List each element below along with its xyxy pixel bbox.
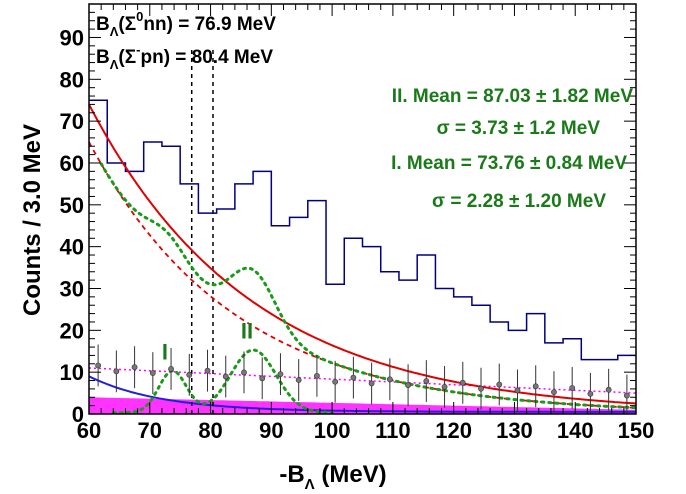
peak-label-II: II xyxy=(241,319,253,344)
data-marker xyxy=(332,378,339,385)
y-axis-title: Counts / 3.0 MeV xyxy=(19,124,46,316)
fit-curves: III xyxy=(88,103,637,415)
threshold2-annotation: BΛ(Σ-pn) = 80.4 MeV xyxy=(96,42,273,72)
data-marker xyxy=(405,382,411,389)
data-marker xyxy=(569,385,576,391)
axis-ticks xyxy=(88,3,637,415)
data-marker xyxy=(131,364,138,371)
x-tick-label: 70 xyxy=(138,418,162,443)
data-marker xyxy=(149,370,156,376)
data-marker xyxy=(95,362,102,369)
data-marker xyxy=(314,372,320,379)
x-tick-label: 140 xyxy=(557,418,594,443)
x-tick-label: 130 xyxy=(496,418,533,443)
x-tick-label: 100 xyxy=(314,418,351,443)
y-tick-label: 40 xyxy=(60,235,84,260)
x-tick-label: 90 xyxy=(259,418,283,443)
data-marker xyxy=(623,392,630,399)
data-marker xyxy=(532,383,539,390)
y-tick-label: 10 xyxy=(60,360,84,385)
data-marker xyxy=(587,390,594,397)
plot-frame xyxy=(88,3,637,415)
data-marker xyxy=(295,377,302,383)
data-marker xyxy=(441,384,448,390)
y-tick-label: 80 xyxy=(60,67,84,92)
magenta-dotted-line xyxy=(88,367,637,394)
data-markers xyxy=(95,344,630,414)
y-tick-label: 50 xyxy=(60,193,84,218)
x-tick-label: 120 xyxy=(435,418,472,443)
background-fit-solid xyxy=(88,103,637,405)
peak1-mean-annotation: I. Mean = 73.76 ± 0.84 MeV xyxy=(391,153,627,174)
y-tick-label: 90 xyxy=(60,25,84,50)
data-marker xyxy=(186,371,193,378)
data-marker xyxy=(259,375,266,382)
y-tick-label: 30 xyxy=(60,276,84,301)
y-tick-label: 20 xyxy=(60,318,84,343)
total-fit-curve xyxy=(99,162,637,410)
data-marker xyxy=(222,373,229,380)
data-marker xyxy=(551,389,557,396)
data-marker xyxy=(478,385,484,392)
x-tick-label: 110 xyxy=(375,418,411,443)
blue-curve xyxy=(88,375,636,413)
data-marker xyxy=(241,369,247,376)
y-tick-label: 60 xyxy=(60,151,84,176)
x-tick-label: 150 xyxy=(618,418,655,443)
peak2-mean-annotation: II. Mean = 87.03 ± 1.82 MeV xyxy=(392,86,634,107)
peak-label-I: I xyxy=(162,340,168,365)
histogram-outline xyxy=(89,99,636,361)
peak2-sigma-annotation: σ = 3.73 ± 1.2 MeV xyxy=(437,118,601,139)
peak1-sigma-annotation: σ = 2.28 ± 1.20 MeV xyxy=(432,191,606,212)
data-marker xyxy=(423,378,430,384)
x-axis-title: -BΛ (MeV) xyxy=(279,461,386,493)
data-marker xyxy=(168,366,174,372)
x-tick-label: 80 xyxy=(198,418,222,443)
data-marker xyxy=(113,368,120,375)
histogram xyxy=(89,99,636,361)
data-marker xyxy=(368,380,375,387)
data-marker xyxy=(386,376,393,383)
data-marker xyxy=(605,386,612,393)
threshold1-annotation: BΛ(Σ0nn) = 76.9 MeV xyxy=(96,9,276,39)
plot-content xyxy=(88,50,637,414)
y-tick-label: 0 xyxy=(72,402,84,427)
data-marker xyxy=(514,387,521,394)
data-marker xyxy=(204,367,211,374)
y-tick-label: 70 xyxy=(60,109,84,134)
x-tick-label: 60 xyxy=(77,418,101,443)
data-marker xyxy=(496,381,503,388)
data-marker xyxy=(350,374,357,381)
data-marker xyxy=(277,371,284,378)
magenta-band xyxy=(89,397,636,414)
data-marker xyxy=(459,379,466,386)
axis-labels: 60 70 80 90 100 110 120 130 140 150 0 10 20 30 40 50 60 7… xyxy=(60,25,655,443)
